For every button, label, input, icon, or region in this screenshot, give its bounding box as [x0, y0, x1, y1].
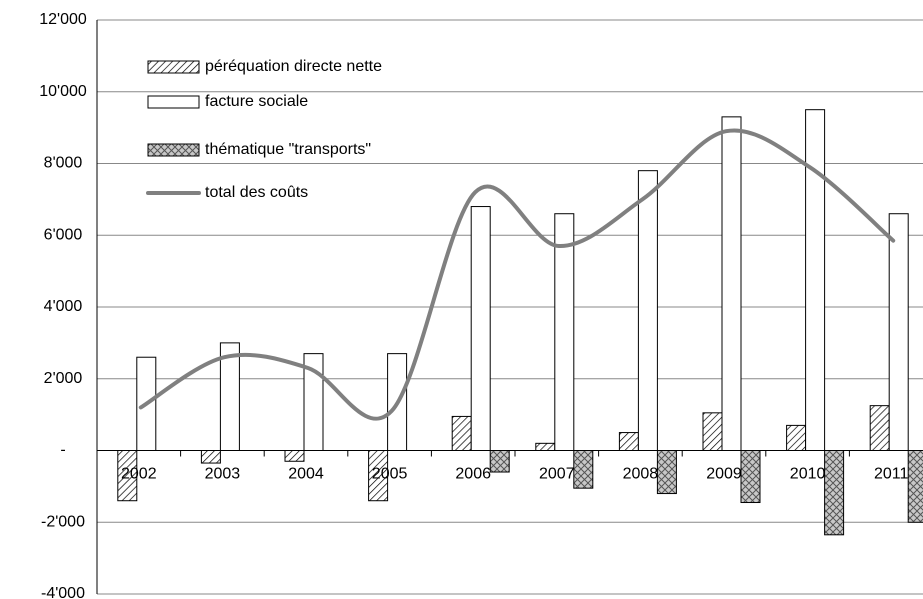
- legend-label: total des coûts: [205, 184, 308, 201]
- bar: [888, 213, 909, 451]
- legend-label: facture sociale: [205, 93, 308, 110]
- bar: [618, 432, 639, 451]
- x-tick-label: 2011: [874, 466, 909, 483]
- bar: [451, 415, 472, 452]
- bar: [702, 412, 723, 451]
- x-tick-label: 2005: [372, 466, 408, 483]
- bar: [805, 109, 826, 451]
- bar: [284, 450, 305, 462]
- bar: [637, 170, 658, 452]
- legend-swatch: [147, 60, 200, 74]
- x-tick-label: 2008: [623, 466, 659, 483]
- bar: [219, 342, 240, 451]
- bar: [489, 450, 510, 473]
- y-tick-label: 6'000: [44, 226, 83, 243]
- line: [138, 128, 896, 421]
- y-tick-label: -: [60, 442, 65, 459]
- bar: [721, 116, 742, 452]
- y-tick-label: -2'000: [41, 513, 85, 530]
- legend-label: thématique "transports": [205, 141, 371, 158]
- bar: [656, 450, 677, 495]
- bar: [869, 405, 890, 451]
- legend-swatch: [147, 143, 200, 157]
- bar: [573, 450, 594, 489]
- bar: [740, 450, 761, 504]
- y-tick-label: 4'000: [44, 298, 83, 315]
- x-tick-label: 2004: [288, 466, 324, 483]
- bar: [907, 450, 923, 523]
- x-tick-label: 2003: [205, 466, 241, 483]
- x-tick-label: 2006: [455, 466, 491, 483]
- legend-label: péréquation directe nette: [205, 58, 382, 75]
- y-tick-label: 2'000: [44, 370, 83, 387]
- x-tick-label: 2010: [790, 466, 826, 483]
- bar: [824, 450, 845, 536]
- x-tick-label: 2009: [706, 466, 742, 483]
- bar: [117, 450, 138, 502]
- bar: [470, 206, 491, 451]
- x-tick-label: 2007: [539, 466, 575, 483]
- y-tick-label: 8'000: [44, 155, 83, 172]
- y-tick-label: -4'000: [41, 585, 85, 599]
- bar: [200, 450, 221, 464]
- bar: [368, 450, 389, 502]
- bar: [535, 442, 556, 452]
- bar: [554, 213, 575, 451]
- legend-swatch: [147, 95, 200, 109]
- y-tick-label: 10'000: [39, 83, 87, 100]
- bar: [303, 353, 324, 452]
- x-tick-label: 2002: [121, 466, 157, 483]
- bar: [786, 424, 807, 452]
- y-tick-label: 12'000: [39, 11, 87, 28]
